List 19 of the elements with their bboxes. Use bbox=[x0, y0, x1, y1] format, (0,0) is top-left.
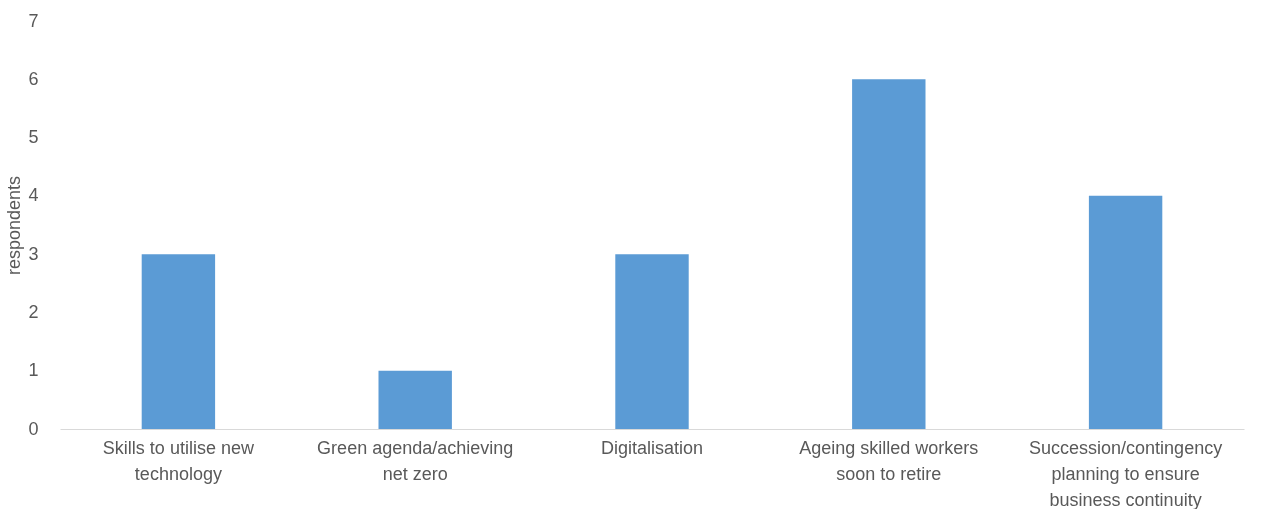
bar bbox=[1088, 195, 1163, 429]
bar bbox=[141, 254, 216, 429]
y-tick-label: 7 bbox=[28, 10, 39, 31]
bar bbox=[615, 254, 689, 429]
y-tick-label: 0 bbox=[28, 418, 39, 439]
x-tick-label: Green agenda/achieving net zero bbox=[317, 437, 514, 484]
x-tick-label: Skills to utilise new technology bbox=[102, 437, 255, 484]
y-tick-label: 2 bbox=[28, 301, 39, 322]
y-tick-label: 4 bbox=[28, 185, 39, 206]
x-tick-label: Succession/contingency planning to ensure business continuity bbox=[1029, 437, 1223, 510]
x-tick-label: Ageing skilled workers soon to retire bbox=[799, 437, 979, 484]
y-tick-label: 3 bbox=[28, 243, 39, 264]
y-tick-label: 1 bbox=[28, 360, 39, 381]
y-axis-title: respondents bbox=[4, 175, 25, 276]
y-tick-label: 5 bbox=[28, 127, 39, 148]
bar bbox=[852, 79, 926, 429]
bar bbox=[378, 370, 452, 429]
x-tick-label: Digitalisation bbox=[600, 437, 704, 458]
y-tick-label: 6 bbox=[28, 68, 39, 89]
